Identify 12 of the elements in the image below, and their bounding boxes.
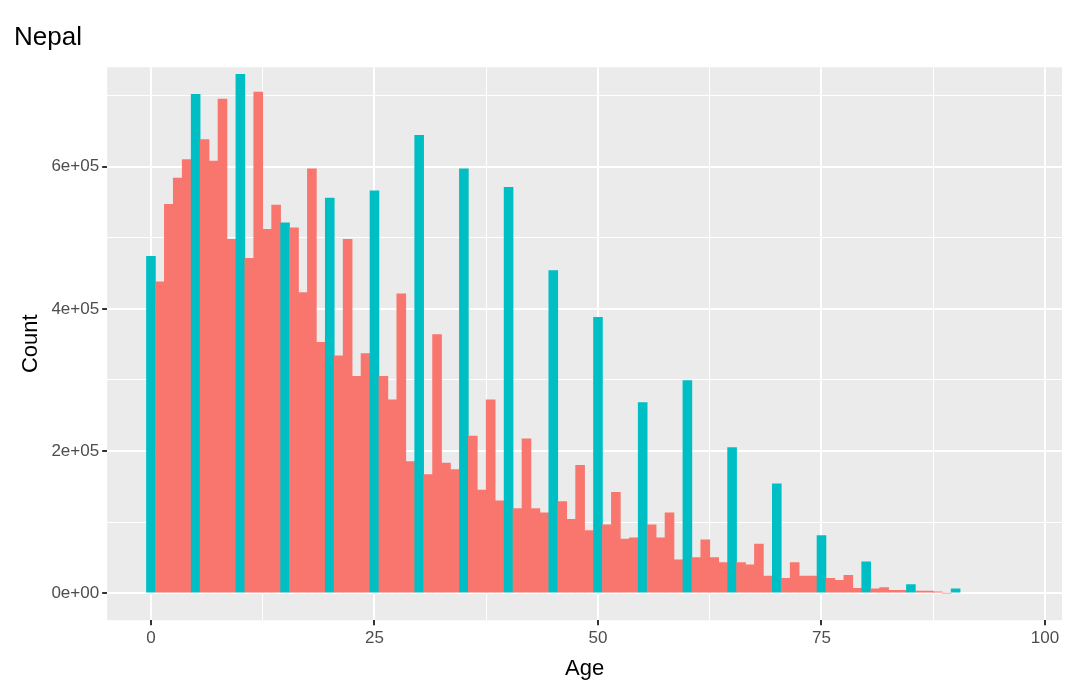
x-tick-label: 50 xyxy=(588,628,608,648)
x-tick-label: 0 xyxy=(146,628,156,648)
chart-title: Nepal xyxy=(14,20,82,51)
x-tick-label: 75 xyxy=(812,628,831,648)
x-tick-label: 100 xyxy=(1030,628,1060,648)
x-axis-title: Age xyxy=(564,654,605,680)
y-tick-label: 4e+05 xyxy=(51,298,100,318)
y-axis-title: Count xyxy=(17,314,43,374)
x-tick-label: 25 xyxy=(365,628,384,648)
y-tick-label: 2e+05 xyxy=(51,440,100,460)
y-tick-label: 0e+00 xyxy=(51,582,100,602)
y-tick-label: 6e+05 xyxy=(51,156,100,176)
